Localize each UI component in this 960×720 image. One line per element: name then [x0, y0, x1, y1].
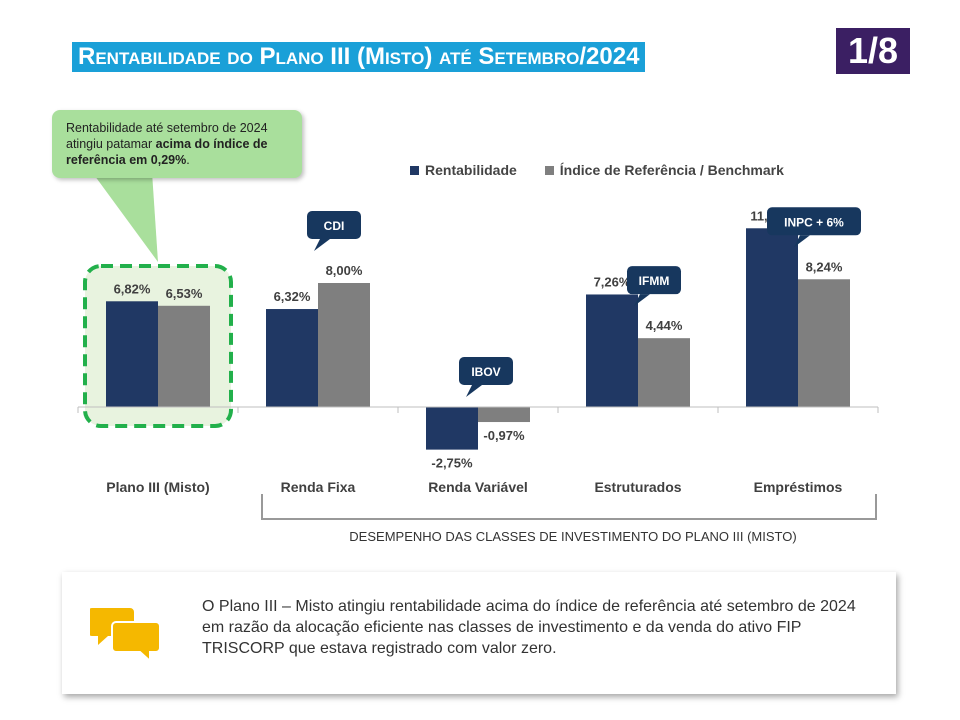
data-label: 6,53% — [166, 286, 203, 301]
benchmark-tag: IBOV — [459, 357, 513, 397]
bar-chart: 6,82% 6,53% 6,32% 8,00% -2,75% -0,97% 7,26% 4,4… — [77, 172, 879, 544]
benchmark-tag-label: IFMM — [639, 274, 670, 288]
data-label: 4,44% — [646, 318, 683, 333]
benchmark-tag: CDI — [307, 211, 361, 251]
bar-rentabilidade — [746, 228, 798, 407]
legend-label: Rentabilidade — [425, 162, 517, 178]
data-label: 8,00% — [326, 263, 363, 278]
legend-swatch — [544, 165, 554, 175]
category-label: Empréstimos — [754, 479, 843, 495]
bar-benchmark — [638, 338, 690, 407]
data-label: 7,26% — [594, 274, 631, 289]
benchmark-tag-label: CDI — [324, 219, 345, 233]
bar-rentabilidade — [586, 294, 638, 407]
legend-label: Índice de Referência / Benchmark — [559, 162, 784, 178]
category-label: Plano III (Misto) — [106, 479, 209, 495]
callout-pointer — [92, 172, 158, 262]
bar-benchmark — [158, 305, 210, 407]
data-label: 6,82% — [114, 281, 151, 296]
category-label: Renda Fixa — [281, 479, 356, 495]
category-label: Renda Variável — [428, 479, 528, 495]
bar-benchmark — [318, 283, 370, 407]
data-label: -0,97% — [483, 428, 525, 443]
benchmark-tag: IFMM — [627, 266, 681, 307]
category-label: Estruturados — [594, 479, 681, 495]
page-indicator: 1/8 — [836, 28, 910, 74]
group-bracket — [261, 494, 877, 520]
bar-rentabilidade — [106, 301, 158, 407]
note-text: O Plano III – Misto atingiu rentabilidad… — [202, 598, 856, 657]
legend-item-benchmark: Índice de Referência / Benchmark — [544, 162, 784, 178]
page-title: Rentabilidade do Plano III (Misto) até S… — [72, 42, 646, 72]
legend-swatch — [410, 165, 419, 175]
bar-benchmark — [478, 407, 530, 423]
legend: Rentabilidade Índice de Referência / Ben… — [410, 162, 812, 178]
data-label: 6,32% — [274, 289, 311, 304]
group-label: DESEMPENHO DAS CLASSES DE INVESTIMENTO D… — [349, 529, 796, 544]
data-label: 8,24% — [806, 259, 843, 274]
bar-rentabilidade — [266, 309, 318, 407]
bar-rentabilidade — [426, 407, 478, 450]
callout-box: Rentabilidade até setembro de 2024 ating… — [52, 110, 302, 178]
data-label: -2,75% — [431, 456, 473, 471]
legend-item-rentabilidade: Rentabilidade — [410, 162, 517, 178]
benchmark-tag: INPC + 6% — [767, 207, 861, 248]
callout-text: Rentabilidade até setembro de 2024 ating… — [66, 121, 268, 167]
note-box: O Plano III – Misto atingiu rentabilidad… — [62, 572, 896, 694]
benchmark-tag-label: IBOV — [471, 365, 500, 379]
chat-bubbles-icon — [90, 608, 161, 662]
benchmark-tag-label: INPC + 6% — [784, 215, 844, 229]
bar-benchmark — [798, 279, 850, 407]
